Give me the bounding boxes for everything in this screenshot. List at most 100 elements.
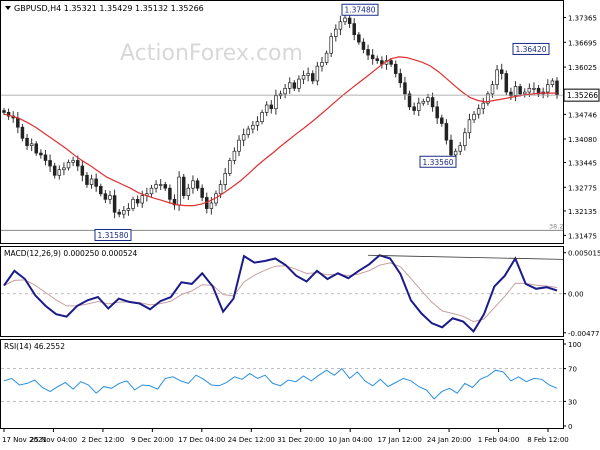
candle	[458, 145, 462, 152]
price-annotation-box	[94, 228, 132, 241]
macd-tick-label: -0.004773	[568, 330, 600, 338]
candle	[472, 113, 476, 121]
macd-header: MACD(12,26,9) 0.000250 0.000524	[4, 249, 138, 258]
candle	[223, 173, 227, 185]
candle	[403, 82, 407, 95]
candle	[94, 178, 98, 187]
rsi-line	[3, 367, 558, 400]
price-annotation-label: 1.31580	[97, 231, 128, 240]
price-tick-label: 1.33445	[568, 160, 597, 168]
watermark: ActionForex.com	[120, 41, 303, 66]
candle	[297, 78, 301, 89]
time-tick-label: 31 Dec 20:00	[277, 436, 324, 444]
candle	[324, 52, 329, 63]
candle	[444, 123, 449, 141]
candle	[85, 174, 89, 185]
current-price-layer: 1.35266	[1, 88, 600, 102]
rsi-layer: 100 70 30 0	[1, 341, 581, 431]
price-annotation-label: 1.33560	[422, 158, 453, 167]
current-price-box	[563, 88, 600, 102]
candle	[486, 93, 490, 104]
candle	[389, 60, 393, 65]
price-chart-title: GBPUSD,H4 1.35321 1.35429 1.35132 1.3526…	[14, 4, 204, 13]
candle	[430, 97, 435, 108]
fib-layer: 38.2	[1, 222, 563, 231]
candle	[495, 69, 499, 85]
candle	[352, 23, 356, 36]
rsi-tick-label: 100	[568, 341, 581, 349]
candle	[186, 187, 191, 196]
time-tick-label: 8 Feb 12:00	[527, 436, 568, 444]
candle	[274, 95, 278, 110]
symbol-dropdown-icon[interactable]	[5, 6, 11, 10]
price-tick-label: 1.37365	[568, 15, 597, 23]
candle	[149, 187, 154, 195]
candle	[260, 112, 264, 122]
fib-level-label: 38.2	[549, 222, 563, 230]
candle	[490, 84, 495, 95]
candle	[315, 65, 320, 82]
candle	[463, 132, 467, 147]
candle	[209, 202, 214, 209]
candle	[154, 184, 158, 189]
sma-line	[3, 56, 557, 207]
time-tick-label: 24 Dec 12:00	[228, 436, 275, 444]
candle	[467, 119, 472, 134]
candle	[366, 49, 370, 56]
candle	[232, 150, 237, 161]
candle	[135, 198, 140, 204]
candle	[509, 91, 513, 97]
candle	[89, 178, 94, 185]
rsi-tick-label: 30	[568, 398, 577, 406]
candle	[80, 165, 85, 176]
price-panel-frame	[0, 0, 564, 244]
time-tick-label: 2 Dec 12:00	[82, 436, 125, 444]
candle	[62, 167, 66, 171]
price-annotation-box	[512, 42, 550, 55]
candle	[251, 124, 255, 130]
annotations: 1.37480 1.36420 1.33560 1.31580	[94, 3, 550, 241]
candle	[412, 106, 416, 111]
candles	[2, 13, 559, 219]
candle	[75, 160, 80, 167]
candle	[2, 110, 6, 113]
current-price-label: 1.35266	[567, 91, 598, 100]
candle	[140, 195, 145, 204]
time-tick-label: 10 Jan 04:00	[328, 436, 372, 444]
candle	[375, 58, 380, 61]
candle	[246, 128, 250, 135]
macd-panel-frame	[0, 246, 564, 337]
macd-layer: 0.005015 0.00 -0.004773	[1, 250, 600, 338]
candle	[504, 73, 509, 93]
candle	[57, 169, 62, 176]
candle	[287, 82, 292, 89]
price-tick-label: 1.31475	[568, 232, 597, 240]
candle	[306, 73, 310, 76]
time-tick-label: 1 Feb 04:00	[478, 436, 519, 444]
candle	[237, 139, 241, 152]
time-tick-label: 17 Dec 04:00	[178, 436, 225, 444]
macd-tick-label: 0.005015	[568, 250, 600, 258]
price-annotation-label: 1.36420	[515, 45, 546, 54]
price-annotation-box	[419, 155, 457, 168]
candle	[195, 180, 200, 189]
candle	[476, 108, 481, 115]
price-tick-label: 1.36695	[568, 39, 597, 47]
candle	[546, 84, 550, 93]
candle	[117, 211, 121, 215]
candle	[16, 117, 20, 128]
rsi-header: RSI(14) 46.2552	[4, 342, 65, 351]
candle	[347, 17, 352, 24]
price-annotation-box	[341, 3, 379, 16]
candle	[34, 143, 39, 154]
candle	[48, 160, 52, 167]
candle	[435, 106, 439, 119]
candle	[440, 117, 444, 124]
candle	[320, 62, 324, 67]
candle	[126, 208, 131, 211]
price-tick-label: 1.36025	[568, 64, 597, 72]
candle	[6, 112, 11, 117]
candle	[39, 152, 43, 156]
candle	[357, 34, 361, 43]
candle	[499, 69, 504, 74]
